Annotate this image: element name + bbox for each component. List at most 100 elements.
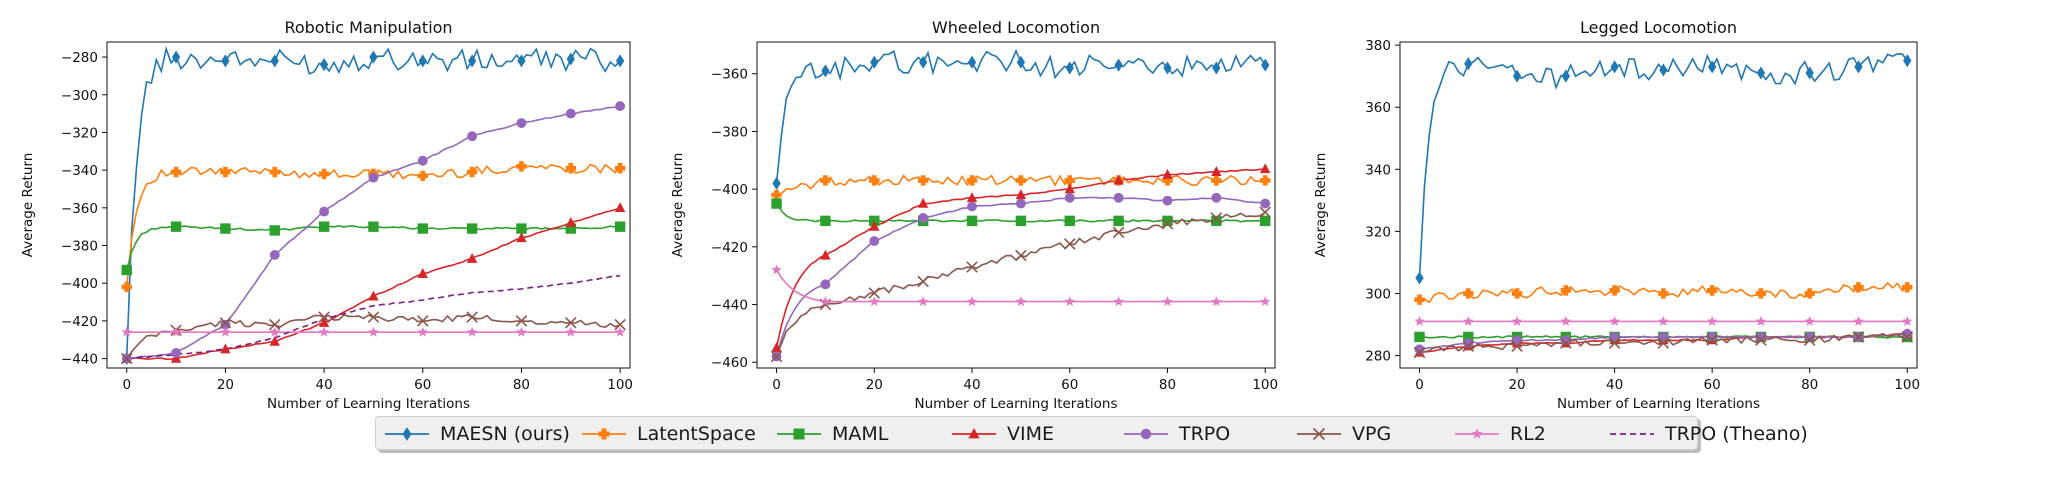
x-tick-label: 80 bbox=[1159, 377, 1176, 393]
data-point-maml bbox=[1211, 215, 1222, 227]
data-point-vime bbox=[1211, 166, 1222, 176]
y-tick-label: 340 bbox=[1365, 162, 1391, 178]
data-point-maml bbox=[614, 221, 626, 232]
data-point-rl2 bbox=[1260, 296, 1271, 307]
data-point-rl2 bbox=[269, 326, 280, 337]
data-point-rl2 bbox=[1658, 315, 1669, 326]
data-point-latentspace bbox=[1211, 175, 1222, 186]
data-point-latentspace bbox=[966, 175, 978, 186]
data-point-vime bbox=[269, 335, 280, 346]
data-point-trpo bbox=[1560, 335, 1571, 345]
data-point-maml bbox=[1064, 215, 1075, 227]
legend-marker bbox=[1312, 427, 1326, 441]
y-tick-label: −460 bbox=[711, 355, 748, 371]
legend-label: VIME bbox=[1007, 423, 1054, 445]
data-point-maesn-ours bbox=[967, 55, 977, 69]
data-point-maml bbox=[318, 221, 330, 232]
y-axis-label: Average Return bbox=[1313, 153, 1329, 258]
data-point-maesn-ours bbox=[1756, 66, 1766, 80]
legend-marker bbox=[793, 428, 805, 440]
data-point-latentspace bbox=[417, 170, 428, 181]
data-point-latentspace bbox=[917, 175, 929, 186]
data-point-vpg bbox=[219, 317, 232, 329]
data-point-maml bbox=[121, 264, 132, 276]
legend-label: VPG bbox=[1352, 423, 1392, 445]
data-point-vpg bbox=[367, 311, 380, 323]
x-tick-label: 40 bbox=[963, 377, 980, 393]
series-line-vpg bbox=[775, 211, 1266, 357]
data-point-vime bbox=[1015, 189, 1027, 200]
data-point-latentspace bbox=[1162, 175, 1173, 186]
x-tick-label: 40 bbox=[1606, 377, 1623, 393]
data-point-maml bbox=[820, 215, 831, 227]
series-line-maml bbox=[125, 224, 621, 271]
data-point-vime bbox=[565, 217, 576, 228]
data-point-vpg bbox=[868, 287, 881, 299]
x-tick-label: 20 bbox=[866, 377, 883, 393]
data-point-vpg bbox=[1511, 340, 1523, 353]
data-point-vime bbox=[516, 232, 527, 243]
y-tick-label: −440 bbox=[711, 298, 748, 314]
data-point-trpo bbox=[1463, 338, 1474, 349]
data-point-trpo bbox=[565, 108, 576, 119]
chart-title: Legged Locomotion bbox=[1580, 18, 1737, 37]
data-point-latentspace bbox=[1511, 288, 1523, 299]
data-point-rl2 bbox=[516, 326, 527, 337]
data-point-rl2 bbox=[771, 264, 782, 275]
x-tick-label: 60 bbox=[1061, 377, 1078, 393]
data-point-rl2 bbox=[614, 326, 626, 337]
legend-swatch bbox=[1124, 428, 1168, 440]
data-point-rl2 bbox=[966, 296, 978, 307]
y-tick-label: −300 bbox=[61, 88, 98, 104]
data-point-vpg bbox=[318, 311, 330, 323]
data-point-rl2 bbox=[1463, 315, 1474, 326]
data-point-maml bbox=[170, 221, 182, 232]
legend-swatch bbox=[777, 428, 821, 440]
data-point-vime bbox=[368, 290, 379, 301]
data-point-maesn-ours bbox=[1610, 60, 1619, 74]
data-point-vime bbox=[417, 268, 428, 278]
data-point-maesn-ours bbox=[1854, 60, 1863, 74]
data-point-latentspace bbox=[1804, 288, 1815, 299]
data-point-trpo bbox=[1113, 192, 1124, 203]
data-point-latentspace bbox=[269, 166, 280, 178]
data-point-trpo bbox=[918, 213, 929, 223]
legend-marker bbox=[1140, 428, 1152, 440]
data-point-rl2 bbox=[565, 326, 576, 337]
y-tick-label: −360 bbox=[61, 201, 98, 217]
legend-label: TRPO bbox=[1179, 423, 1231, 445]
series-line-trpo-theano bbox=[126, 274, 621, 360]
x-tick-label: 80 bbox=[1801, 377, 1818, 393]
data-point-rl2 bbox=[1015, 296, 1027, 307]
data-point-latentspace bbox=[1658, 288, 1669, 299]
data-point-vpg bbox=[1803, 334, 1816, 346]
y-tick-label: −380 bbox=[61, 239, 98, 255]
data-point-maml bbox=[966, 215, 978, 227]
x-tick-label: 0 bbox=[1415, 377, 1424, 393]
data-point-rl2 bbox=[1113, 296, 1124, 307]
data-point-latentspace bbox=[1015, 175, 1027, 186]
x-tick-label: 60 bbox=[1704, 377, 1721, 393]
data-point-latentspace bbox=[1609, 285, 1620, 296]
data-point-vpg bbox=[1852, 331, 1865, 343]
data-point-vpg bbox=[917, 275, 929, 288]
data-point-maesn-ours bbox=[1415, 271, 1424, 285]
data-point-vpg bbox=[1901, 331, 1914, 343]
data-point-vime bbox=[869, 220, 880, 231]
data-point-rl2 bbox=[1609, 315, 1620, 326]
data-point-latentspace bbox=[1560, 285, 1572, 296]
data-point-maesn-ours bbox=[615, 54, 625, 68]
data-point-trpo bbox=[417, 155, 428, 166]
data-point-latentspace bbox=[820, 175, 831, 186]
data-point-maml bbox=[565, 223, 576, 234]
plot-frame bbox=[106, 41, 631, 369]
data-point-rl2 bbox=[170, 326, 182, 337]
y-tick-label: 280 bbox=[1365, 349, 1391, 365]
x-tick-label: 20 bbox=[1508, 377, 1525, 393]
data-point-maml bbox=[1162, 215, 1173, 227]
y-axis-label: Average Return bbox=[20, 153, 36, 258]
legend-item-trpo-theano: TRPO (Theano) bbox=[1609, 417, 1808, 451]
data-point-vpg bbox=[1706, 334, 1718, 346]
legend-marker bbox=[402, 427, 412, 441]
legend-marker bbox=[598, 428, 610, 440]
